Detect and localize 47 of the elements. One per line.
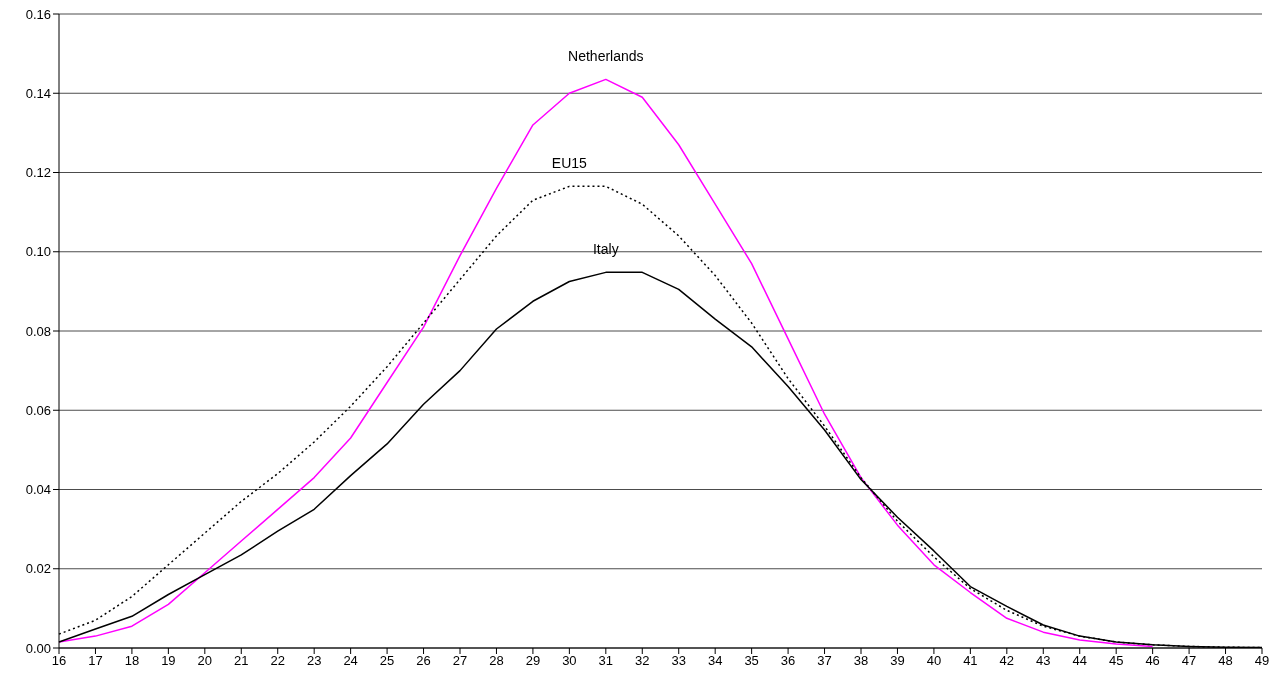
series-label: Netherlands <box>568 48 644 65</box>
y-tick-label: 0.04 <box>25 482 51 498</box>
x-tick-label: 43 <box>1036 653 1051 669</box>
x-tick-label: 23 <box>306 653 322 669</box>
series-label: EU15 <box>551 155 588 172</box>
x-tick-label: 27 <box>452 653 468 669</box>
x-tick-label: 19 <box>161 653 176 669</box>
y-tick-label: 0.08 <box>25 323 51 339</box>
x-tick-label: 36 <box>780 653 796 669</box>
x-tick-label: 40 <box>926 653 942 669</box>
y-tick-label: 0.10 <box>25 244 51 260</box>
x-tick-label: 46 <box>1145 653 1160 669</box>
x-tick-label: 30 <box>562 653 577 669</box>
x-tick-label: 42 <box>999 653 1015 669</box>
x-tick-label: 33 <box>671 653 686 669</box>
x-tick-label: 32 <box>635 653 650 669</box>
x-tick-label: 29 <box>525 653 541 669</box>
line-series <box>58 78 1154 648</box>
x-tick-label: 21 <box>234 653 249 669</box>
x-tick-label: 20 <box>197 653 213 669</box>
series-label: Italy <box>592 241 619 258</box>
x-tick-label: 25 <box>379 653 395 669</box>
x-tick-label: 22 <box>270 653 285 669</box>
x-tick-label: 26 <box>416 653 431 669</box>
x-tick-label: 16 <box>51 653 67 669</box>
y-tick-label: 0.02 <box>25 561 51 577</box>
y-tick-label: 0.16 <box>25 6 51 22</box>
x-tick-label: 41 <box>963 653 978 669</box>
x-tick-label: 24 <box>343 653 358 669</box>
x-tick-label: 37 <box>817 653 832 669</box>
x-tick-label: 49 <box>1254 653 1270 669</box>
x-tick-label: 47 <box>1181 653 1197 669</box>
y-tick-label: 0.06 <box>25 402 51 418</box>
x-tick-label: 28 <box>489 653 504 669</box>
y-tick-label: 0.12 <box>25 165 51 181</box>
x-tick-label: 17 <box>88 653 103 669</box>
y-tick-label: 0.00 <box>25 640 51 656</box>
y-tick-label: 0.14 <box>25 85 51 101</box>
x-tick-label: 45 <box>1108 653 1124 669</box>
x-tick-label: 34 <box>707 653 723 669</box>
x-tick-label: 35 <box>744 653 759 669</box>
x-tick-label: 31 <box>598 653 614 669</box>
x-tick-label: 18 <box>124 653 140 669</box>
x-tick-label: 38 <box>853 653 869 669</box>
x-tick-label: 44 <box>1072 653 1087 669</box>
x-tick-label: 48 <box>1218 653 1233 669</box>
x-tick-label: 39 <box>890 653 905 669</box>
